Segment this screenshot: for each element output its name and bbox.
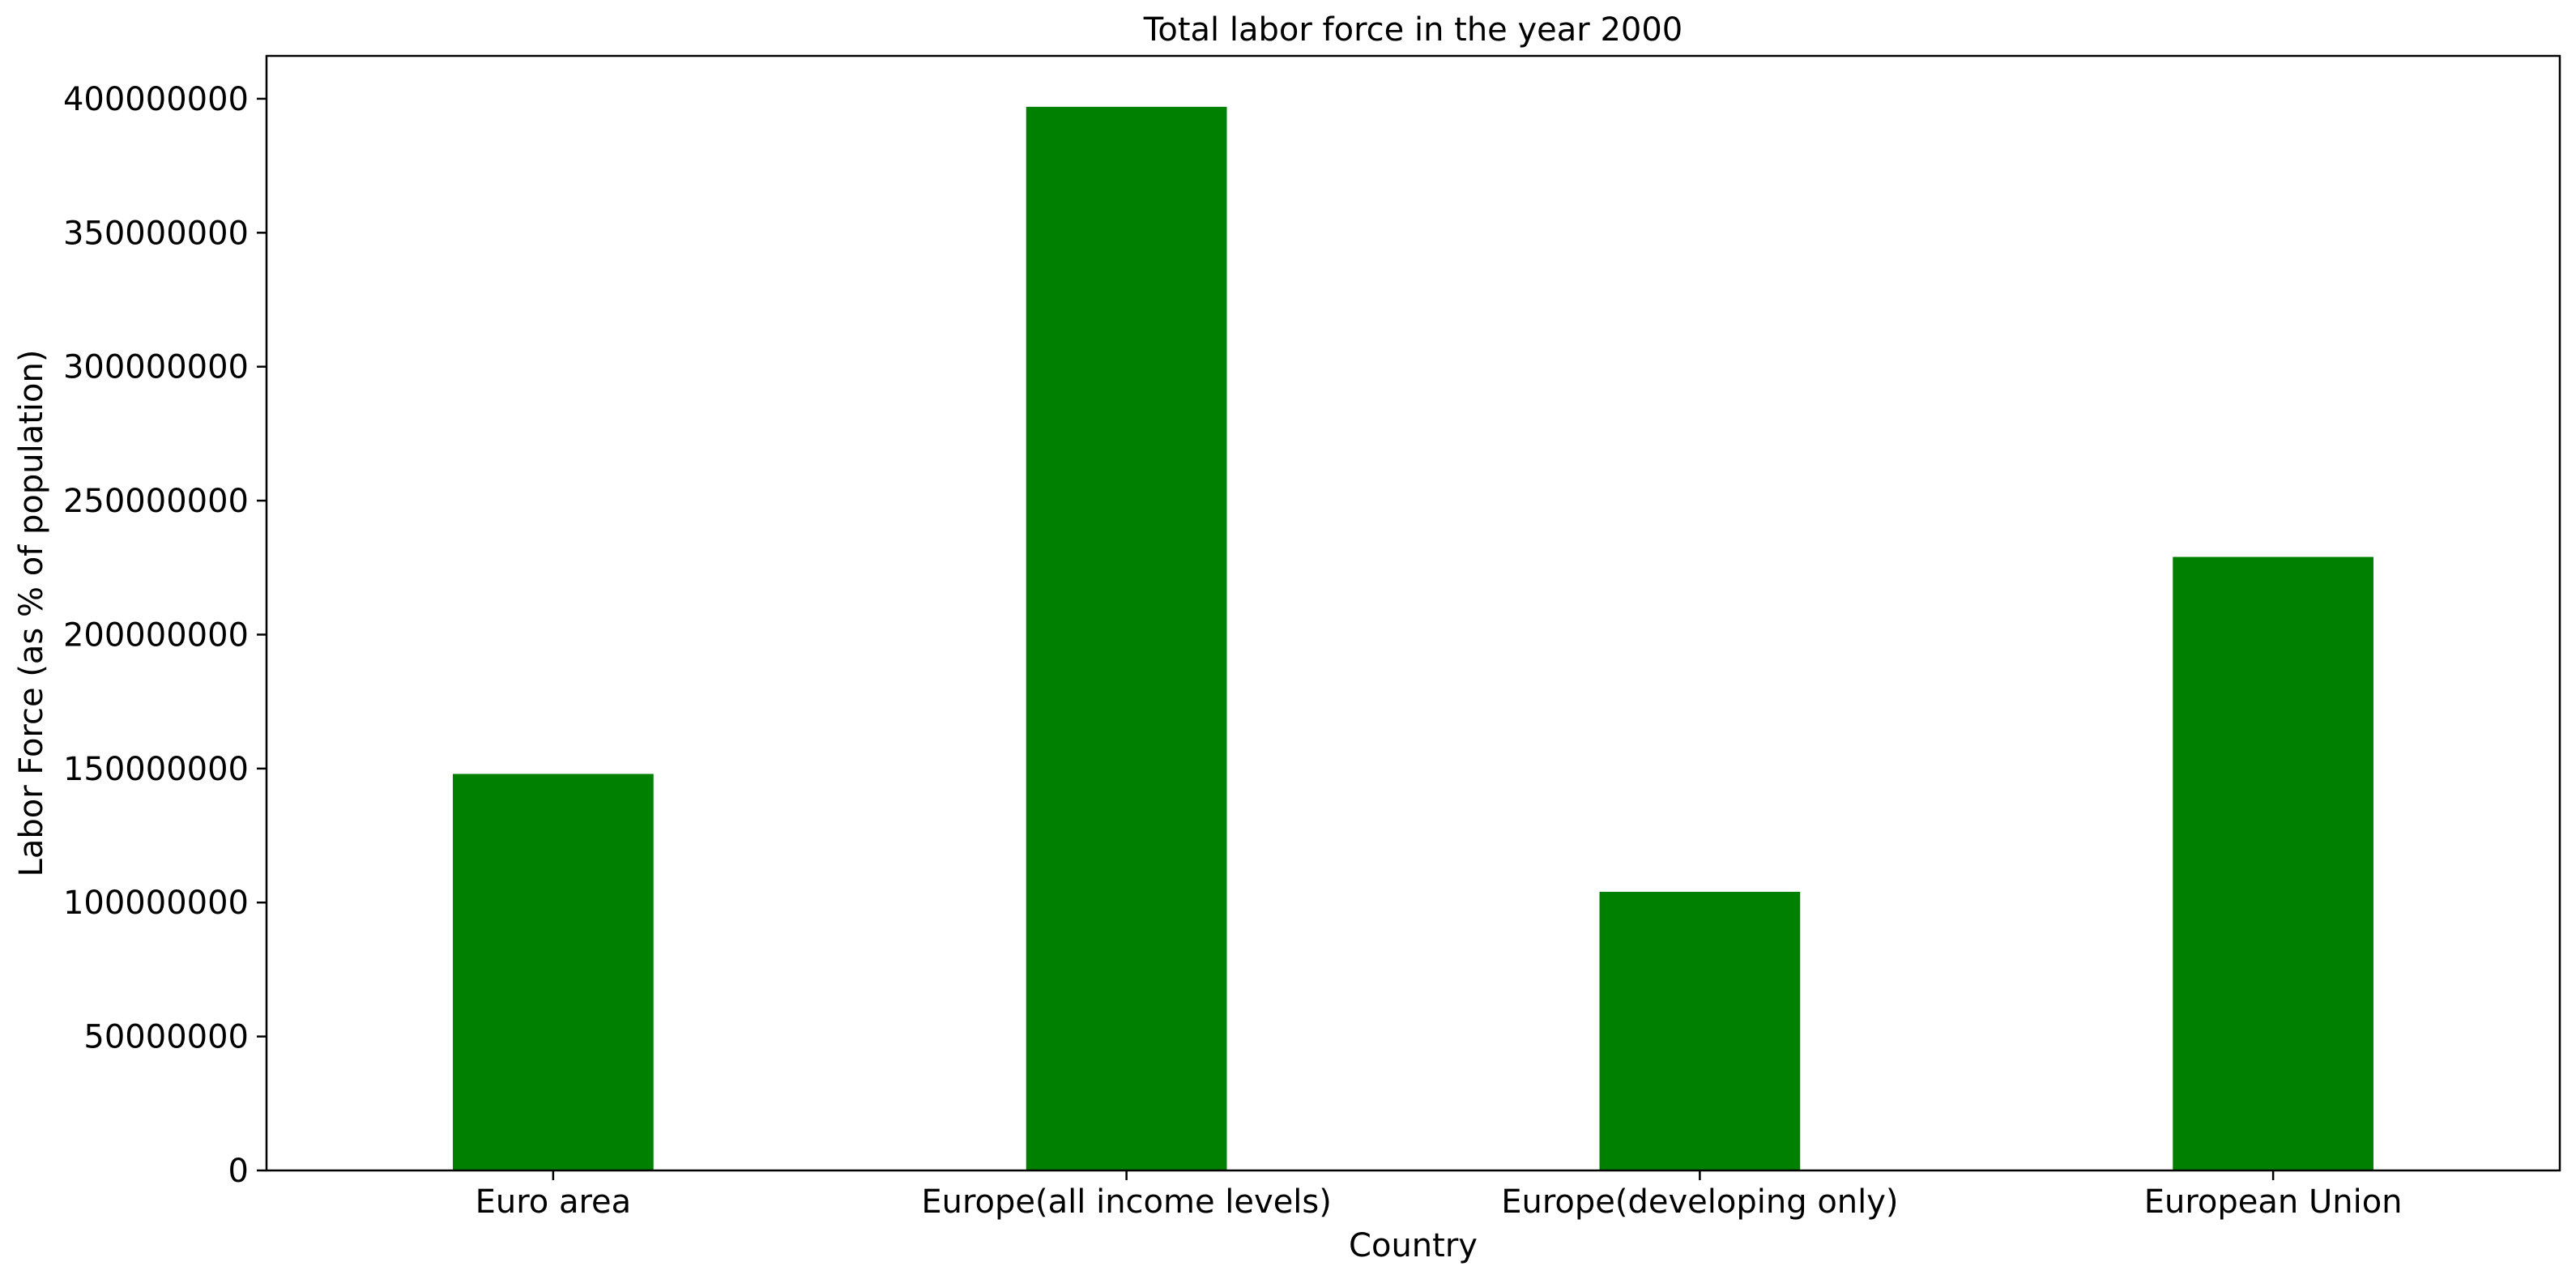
y-tick-label: 250000000 xyxy=(63,483,249,520)
plot-frame xyxy=(265,54,2561,1172)
bars-layer xyxy=(453,106,2373,1170)
y-tick-label: 350000000 xyxy=(63,215,249,252)
chart-title: Total labor force in the year 2000 xyxy=(1143,11,1683,49)
y-tick-label: 150000000 xyxy=(63,751,249,788)
x-tick-label: European Union xyxy=(2144,1183,2403,1221)
x-tick-label: Europe(developing only) xyxy=(1501,1183,1898,1221)
y-tick-label: 50000000 xyxy=(83,1019,249,1056)
x-tick-label: Europe(all income levels) xyxy=(921,1183,1332,1221)
bar-3 xyxy=(2173,556,2373,1170)
y-tick-label: 100000000 xyxy=(63,885,249,922)
x-tick-label: Euro area xyxy=(476,1183,632,1221)
bar-1 xyxy=(1026,106,1227,1170)
y-tick-label: 300000000 xyxy=(63,349,249,386)
x-axis-title: Country xyxy=(1349,1227,1478,1264)
y-tick-label: 200000000 xyxy=(63,616,249,654)
bar-2 xyxy=(1599,892,1801,1170)
y-axis: 0 50000000 100000000 150000000 200000000 2500… xyxy=(63,81,267,1190)
y-tick-label: 0 xyxy=(228,1153,249,1190)
bar-0 xyxy=(453,774,654,1170)
y-axis-title: Labor Force (as % of population) xyxy=(13,350,50,877)
x-axis: Euro area Europe(all income levels) Europe… xyxy=(476,1170,2403,1221)
y-tick-label: 400000000 xyxy=(63,81,249,118)
